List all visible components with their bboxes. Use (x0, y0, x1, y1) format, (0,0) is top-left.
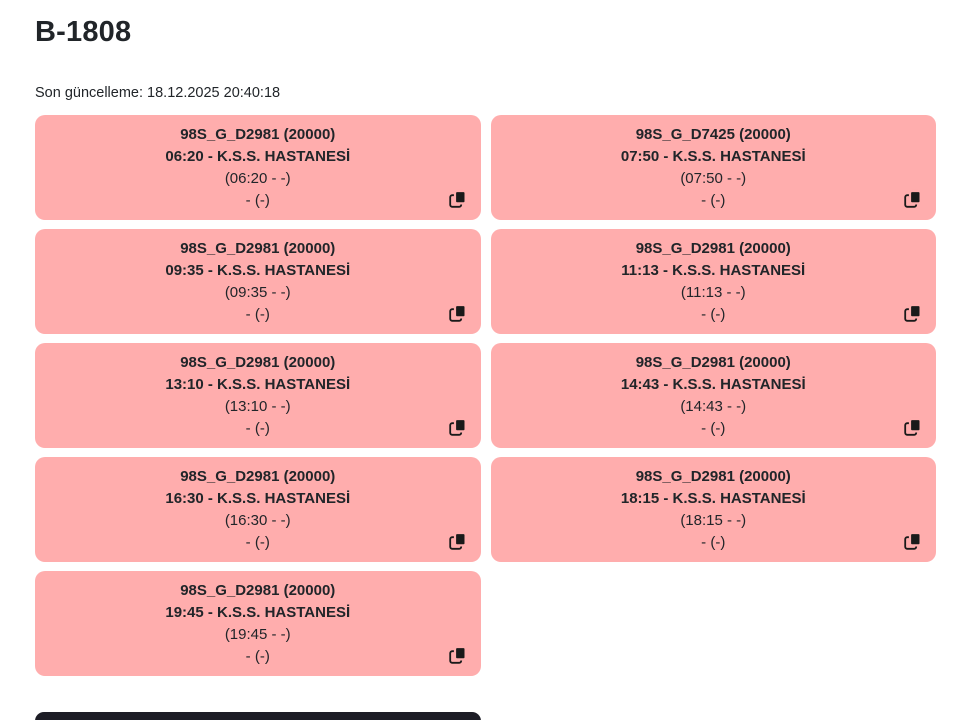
trip-time-window: (11:13 - -) (680, 283, 746, 301)
trip-vehicle-label: 98S_G_D2981 (20000) (180, 353, 336, 371)
trip-extra-label: - (-) (701, 191, 726, 209)
trip-extra-label: - (-) (245, 305, 270, 323)
copy-button[interactable] (448, 416, 468, 438)
copy-button[interactable] (448, 644, 468, 666)
trip-time-window: (14:43 - -) (680, 397, 747, 415)
trip-route-label: 14:43 - K.S.S. HASTANESİ (620, 375, 806, 393)
page-title: B-1808 (35, 16, 132, 48)
copy-icon (448, 417, 467, 436)
trip-extra-label: - (-) (701, 305, 726, 323)
trip-extra-label: - (-) (245, 191, 270, 209)
trip-time-window: (19:45 - -) (224, 625, 291, 643)
trip-route-label: 07:50 - K.S.S. HASTANESİ (620, 147, 806, 165)
trip-card[interactable]: 98S_G_D2981 (20000) 16:30 - K.S.S. HASTA… (35, 457, 481, 562)
trip-extra-label: - (-) (245, 419, 270, 437)
trip-route-label: 13:10 - K.S.S. HASTANESİ (165, 375, 351, 393)
trip-time-window: (13:10 - -) (224, 397, 291, 415)
trip-card[interactable]: 98S_G_D2981 (20000) 18:15 - K.S.S. HASTA… (490, 457, 936, 562)
copy-button[interactable] (448, 188, 468, 210)
trip-route-label: 18:15 - K.S.S. HASTANESİ (620, 489, 806, 507)
trip-time-window: (07:50 - -) (680, 169, 747, 187)
trip-route-label: 11:13 - K.S.S. HASTANESİ (621, 261, 806, 279)
copy-icon (448, 303, 467, 322)
trip-card[interactable]: 98S_G_D7425 (20000) 07:50 - K.S.S. HASTA… (490, 115, 936, 220)
trip-card[interactable]: 98S_G_D2981 (20000) 06:20 - K.S.S. HASTA… (35, 115, 481, 220)
trip-vehicle-label: 98S_G_D2981 (20000) (180, 581, 336, 599)
trip-vehicle-label: 98S_G_D7425 (20000) (635, 125, 791, 143)
trip-route-label: 16:30 - K.S.S. HASTANESİ (165, 489, 351, 507)
copy-button[interactable] (903, 188, 923, 210)
copy-button[interactable] (903, 302, 923, 324)
schedule-page: B-1808 Son güncelleme: 18.12.2025 20:40:… (35, 16, 936, 676)
trip-card[interactable]: 98S_G_D2981 (20000) 13:10 - K.S.S. HASTA… (35, 343, 481, 448)
trip-extra-label: - (-) (701, 533, 726, 551)
copy-icon (448, 189, 467, 208)
trip-vehicle-label: 98S_G_D2981 (20000) (635, 467, 791, 485)
copy-icon (448, 645, 467, 664)
copy-button[interactable] (903, 416, 923, 438)
trip-vehicle-label: 98S_G_D2981 (20000) (635, 239, 791, 257)
last-update-text: Son güncelleme: 18.12.2025 20:40:18 (35, 85, 281, 101)
trip-card[interactable]: 98S_G_D2981 (20000) 19:45 - K.S.S. HASTA… (35, 571, 481, 676)
bottom-partial-card (35, 712, 481, 720)
trip-card[interactable]: 98S_G_D2981 (20000) 14:43 - K.S.S. HASTA… (490, 343, 936, 448)
trip-time-window: (18:15 - -) (680, 511, 747, 529)
copy-icon (448, 531, 467, 550)
trip-route-label: 06:20 - K.S.S. HASTANESİ (165, 147, 351, 165)
copy-icon (904, 189, 922, 208)
copy-icon (904, 531, 922, 550)
copy-button[interactable] (903, 530, 923, 552)
trip-time-window: (09:35 - -) (224, 283, 291, 301)
trip-vehicle-label: 98S_G_D2981 (20000) (635, 353, 791, 371)
trip-extra-label: - (-) (245, 647, 270, 665)
copy-icon (904, 303, 922, 322)
trip-extra-label: - (-) (245, 533, 270, 551)
trip-time-window: (16:30 - -) (224, 511, 291, 529)
copy-button[interactable] (448, 302, 468, 324)
copy-button[interactable] (448, 530, 468, 552)
trip-card-grid: 98S_G_D2981 (20000) 06:20 - K.S.S. HASTA… (35, 115, 936, 676)
trip-vehicle-label: 98S_G_D2981 (20000) (180, 125, 336, 143)
trip-route-label: 09:35 - K.S.S. HASTANESİ (165, 261, 351, 279)
trip-route-label: 19:45 - K.S.S. HASTANESİ (165, 603, 351, 621)
trip-vehicle-label: 98S_G_D2981 (20000) (180, 239, 336, 257)
trip-card[interactable]: 98S_G_D2981 (20000) 11:13 - K.S.S. HASTA… (490, 229, 936, 334)
trip-time-window: (06:20 - -) (224, 169, 291, 187)
trip-vehicle-label: 98S_G_D2981 (20000) (180, 467, 336, 485)
trip-card[interactable]: 98S_G_D2981 (20000) 09:35 - K.S.S. HASTA… (35, 229, 481, 334)
copy-icon (904, 417, 922, 436)
trip-extra-label: - (-) (701, 419, 726, 437)
